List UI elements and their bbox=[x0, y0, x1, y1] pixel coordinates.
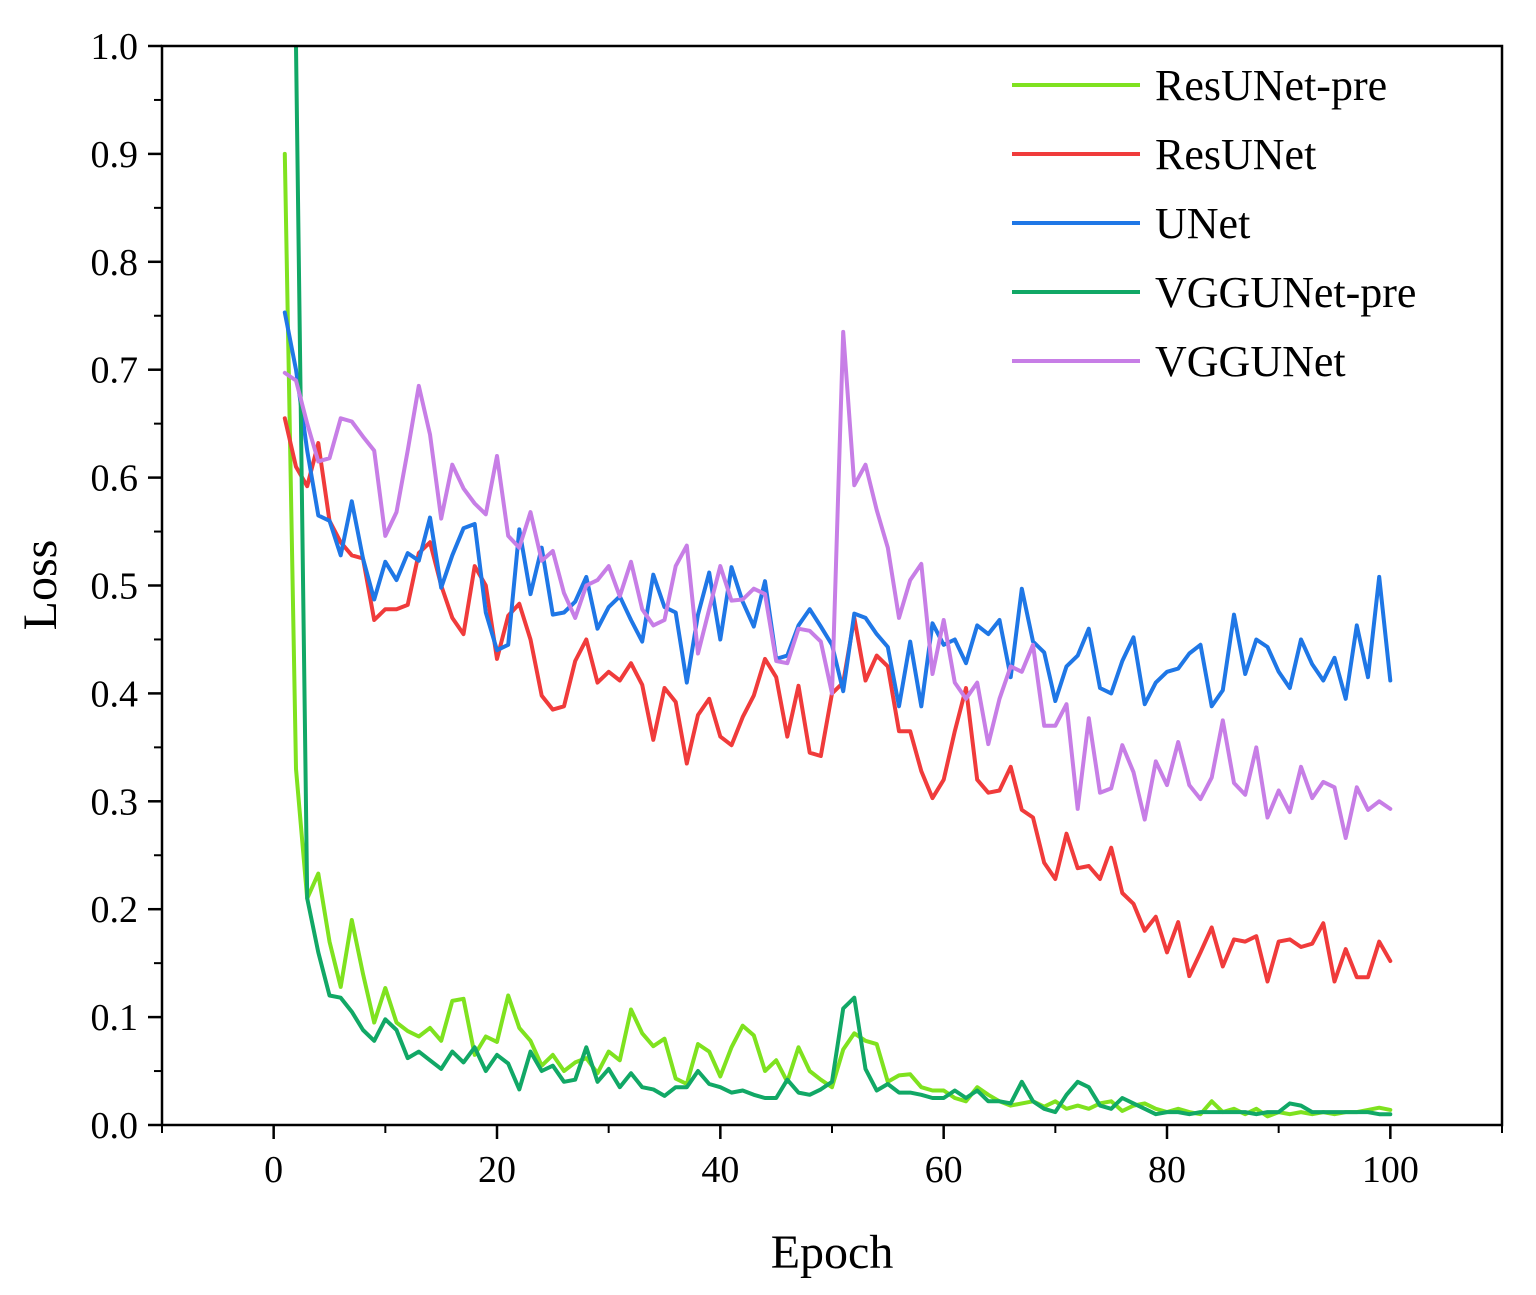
legend-label-vggunet: VGGUNet bbox=[1155, 337, 1346, 386]
y-tick-label: 0.3 bbox=[91, 781, 139, 823]
legend: ResUNet-pre ResUNet UNet VGGUNet-pre VGGUNet bbox=[1012, 61, 1416, 386]
y-tick-label: 0.0 bbox=[91, 1105, 139, 1147]
x-tick-label: 0 bbox=[264, 1149, 283, 1191]
y-tick-label: 0.2 bbox=[91, 889, 139, 931]
x-axis-title: Epoch bbox=[771, 1226, 894, 1279]
y-tick-label: 0.4 bbox=[91, 673, 139, 715]
y-tick-label: 1.0 bbox=[91, 26, 139, 68]
y-tick-label: 0.7 bbox=[91, 350, 139, 392]
legend-label-resunet: ResUNet bbox=[1155, 130, 1316, 179]
x-tick-label: 20 bbox=[478, 1149, 516, 1191]
series-line-vggunet-pre bbox=[293, 46, 1393, 1117]
series-line-resunet bbox=[282, 416, 1393, 984]
y-tick-label: 0.8 bbox=[91, 242, 139, 284]
x-tick-label: 40 bbox=[701, 1149, 739, 1191]
y-tick-label: 0.1 bbox=[91, 997, 139, 1039]
series-line-vggunet bbox=[282, 329, 1393, 840]
y-axis-title: Loss bbox=[14, 540, 67, 631]
series-line-resunet-pre bbox=[282, 151, 1393, 1119]
legend-label-unet: UNet bbox=[1155, 199, 1250, 248]
x-tick-label: 60 bbox=[925, 1149, 963, 1191]
x-axis: 0 20 40 60 80 100 bbox=[161, 1125, 1503, 1191]
x-tick-label: 100 bbox=[1362, 1149, 1419, 1191]
y-axis: 0.0 0.1 0.2 0.3 0.4 0.5 0.6 0.7 0.8 0.9 1.0 bbox=[91, 26, 162, 1147]
y-tick-label: 0.5 bbox=[91, 566, 139, 608]
legend-label-resunet-pre: ResUNet-pre bbox=[1155, 61, 1387, 110]
y-tick-label: 0.9 bbox=[91, 134, 139, 176]
legend-label-vggunet-pre: VGGUNet-pre bbox=[1155, 268, 1416, 317]
y-tick-label: 0.6 bbox=[91, 458, 139, 500]
series-line-unet bbox=[282, 310, 1393, 709]
plot-frame bbox=[160, 44, 1504, 1127]
series-layer bbox=[282, 46, 1393, 1119]
x-tick-label: 80 bbox=[1148, 1149, 1186, 1191]
